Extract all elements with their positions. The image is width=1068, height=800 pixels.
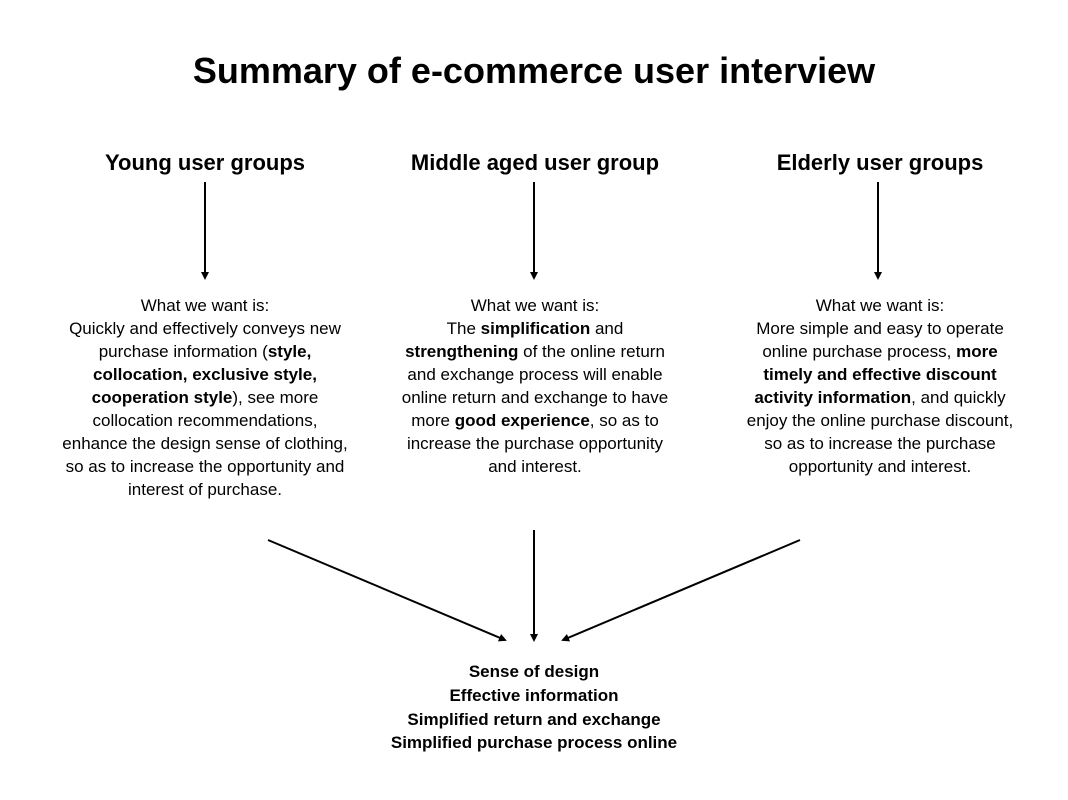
column-body-middle: What we want is:The simplification and s… (400, 295, 670, 479)
column-heading-middle: Middle aged user group (400, 150, 670, 176)
summary-list: Sense of designEffective informationSimp… (334, 660, 734, 755)
page-title: Summary of e-commerce user interview (0, 50, 1068, 92)
column-heading-young: Young user groups (70, 150, 340, 176)
column-body-elderly: What we want is:More simple and easy to … (740, 295, 1020, 479)
column-body-young: What we want is:Quickly and effectively … (60, 295, 350, 501)
column-heading-elderly: Elderly user groups (760, 150, 1000, 176)
